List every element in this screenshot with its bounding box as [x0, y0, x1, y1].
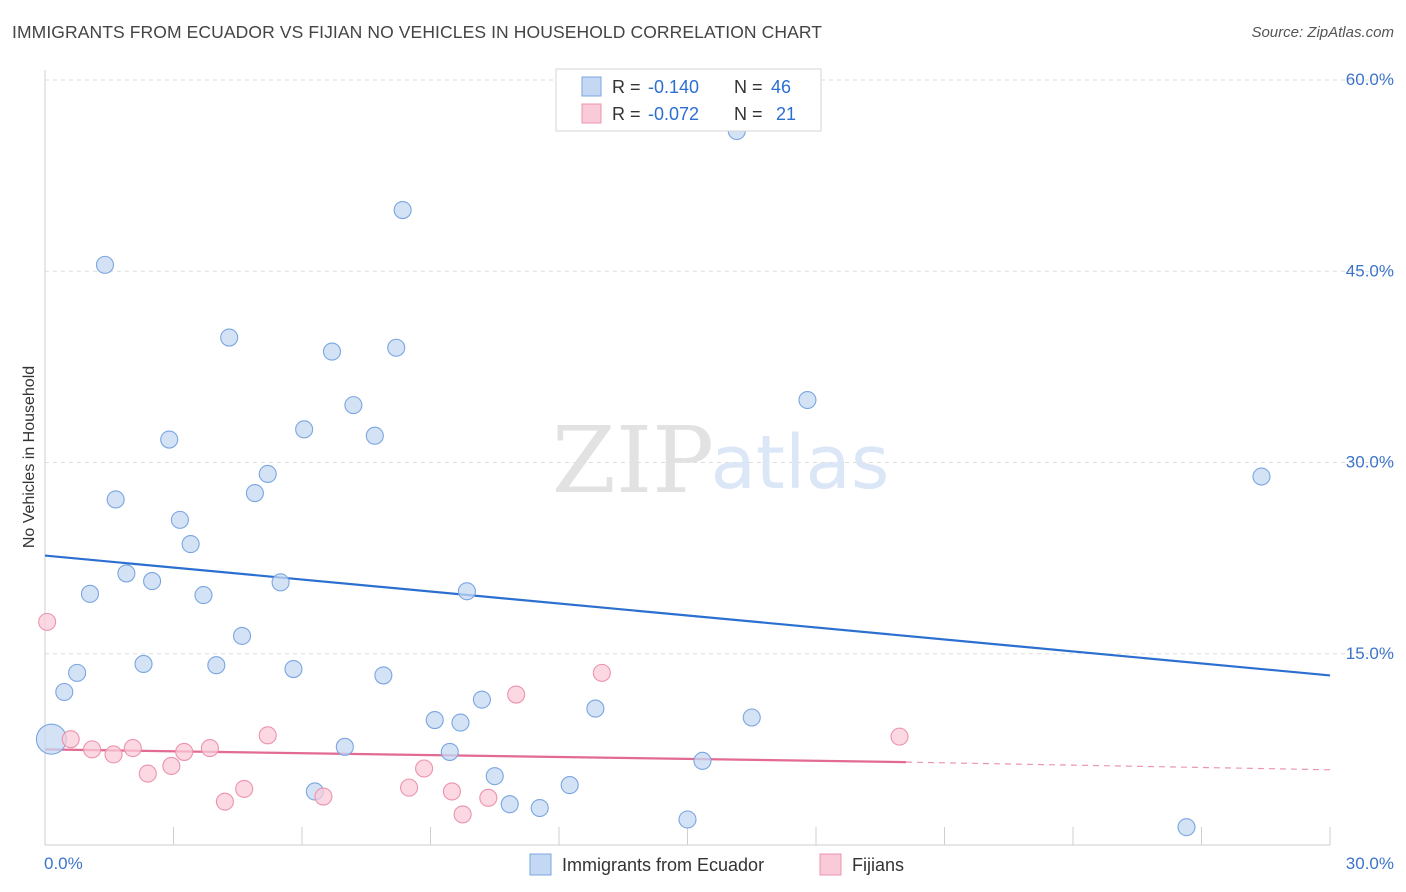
trend-lines — [44, 554, 1331, 771]
data-point-ecuador — [220, 328, 239, 347]
data-point-ecuador — [143, 572, 162, 591]
data-point-ecuador — [170, 510, 189, 529]
data-point-ecuador — [742, 708, 761, 727]
watermark-zip: ZIP — [552, 407, 714, 514]
data-point-ecuador — [440, 742, 459, 761]
data-point-fijians — [400, 778, 419, 797]
data-point-fijians — [890, 727, 909, 746]
trend-line-ecuador — [44, 554, 1331, 677]
legend-n-value-ecuador: 46 — [771, 77, 791, 97]
series-legend-swatch-fijians — [819, 853, 842, 876]
data-point-ecuador — [335, 737, 354, 756]
correlation-legend: R = -0.140 N = 46 R = -0.072 N = 21 — [555, 68, 822, 132]
data-point-ecuador — [245, 484, 264, 503]
series-legend-swatch-ecuador — [529, 853, 552, 876]
x-ticks — [173, 827, 1331, 845]
source-label: Source: ZipAtlas.com — [1251, 24, 1394, 41]
data-point-ecuador — [457, 582, 476, 601]
data-point-fijians — [507, 685, 526, 704]
data-point-fijians — [235, 779, 254, 798]
legend-swatch-fijians — [581, 103, 602, 124]
data-point-ecuador — [181, 535, 200, 554]
y-tick-label: 60.0% — [1346, 70, 1394, 89]
data-point-fijians — [175, 742, 194, 761]
data-point-ecuador — [485, 767, 504, 786]
data-point-ecuador — [258, 464, 277, 484]
data-point-fijians — [123, 739, 142, 758]
chart-title: IMMIGRANTS FROM ECUADOR VS FIJIAN NO VEH… — [12, 22, 823, 42]
data-point-fijians — [162, 756, 181, 776]
data-point-ecuador — [80, 584, 100, 603]
data-point-fijians — [138, 764, 157, 783]
y-tick-label: 30.0% — [1346, 453, 1394, 472]
legend-swatch-ecuador — [581, 76, 602, 97]
y-tick-label: 15.0% — [1346, 644, 1394, 663]
data-point-ecuador — [365, 426, 384, 445]
trend-line-fijians-extension — [905, 761, 1331, 771]
data-point-ecuador — [271, 573, 290, 592]
data-point-ecuador — [322, 342, 342, 361]
data-point-ecuador — [798, 390, 817, 410]
data-point-ecuador — [451, 713, 470, 732]
data-point-ecuador — [55, 682, 74, 702]
data-point-ecuador — [295, 420, 314, 439]
data-point-fijians — [83, 740, 102, 759]
data-point-ecuador — [560, 776, 579, 795]
data-point-ecuador — [1177, 818, 1196, 837]
legend-n-label-fijians: N = — [734, 104, 763, 124]
legend-r-label-fijians: R = — [612, 104, 641, 124]
data-point-fijians — [314, 787, 333, 806]
watermark-atlas: atlas — [711, 420, 890, 506]
data-point-ecuador — [374, 666, 393, 685]
grid-lines — [45, 79, 1395, 655]
data-point-fijians — [215, 792, 234, 811]
data-point-ecuador — [207, 656, 226, 675]
data-point-fijians — [200, 739, 219, 758]
data-point-ecuador — [160, 430, 179, 449]
series-legend-label-ecuador: Immigrants from Ecuador — [562, 855, 764, 875]
series-legend-label-fijians: Fijians — [852, 855, 904, 875]
y-axis-label: No Vehicles in Household — [21, 366, 38, 548]
legend-n-label-ecuador: N = — [734, 77, 763, 97]
data-point-ecuador — [500, 795, 519, 814]
data-point-ecuador — [693, 751, 712, 770]
data-point-fijians — [38, 612, 57, 631]
data-point-ecuador — [472, 690, 491, 709]
x-tick-label-max: 30.0% — [1346, 854, 1394, 873]
data-point-fijians — [592, 663, 611, 682]
y-tick-label: 45.0% — [1346, 261, 1394, 280]
y-tick-labels: 15.0% 30.0% 45.0% 60.0% — [1346, 70, 1394, 663]
data-points — [35, 121, 1271, 837]
series-legend: Immigrants from Ecuador Fijians — [529, 853, 904, 876]
data-point-ecuador — [68, 663, 87, 682]
data-point-ecuador — [232, 626, 252, 645]
data-point-fijians — [442, 782, 461, 801]
data-point-ecuador — [530, 798, 549, 818]
data-point-ecuador — [586, 699, 605, 718]
data-point-ecuador — [134, 654, 153, 674]
data-point-fijians — [104, 745, 123, 764]
legend-n-value-fijians: 21 — [776, 104, 796, 124]
data-point-fijians — [61, 730, 80, 749]
legend-r-value-ecuador: -0.140 — [648, 77, 699, 97]
data-point-ecuador — [678, 810, 697, 829]
data-point-ecuador — [1252, 467, 1271, 486]
data-point-fijians — [453, 805, 472, 824]
data-point-fijians — [258, 726, 277, 745]
data-point-ecuador — [425, 710, 444, 730]
data-point-ecuador — [117, 564, 136, 583]
data-point-ecuador — [106, 490, 125, 509]
legend-r-value-fijians: -0.072 — [648, 104, 699, 124]
data-point-ecuador — [344, 396, 363, 415]
data-point-ecuador — [95, 255, 115, 274]
legend-r-label-ecuador: R = — [612, 77, 641, 97]
data-point-ecuador — [284, 659, 303, 679]
data-point-fijians — [479, 788, 498, 807]
x-tick-label-min: 0.0% — [44, 854, 83, 873]
data-point-ecuador — [387, 338, 406, 357]
data-point-fijians — [415, 759, 434, 778]
data-point-ecuador — [194, 586, 213, 605]
data-point-ecuador — [393, 201, 412, 220]
